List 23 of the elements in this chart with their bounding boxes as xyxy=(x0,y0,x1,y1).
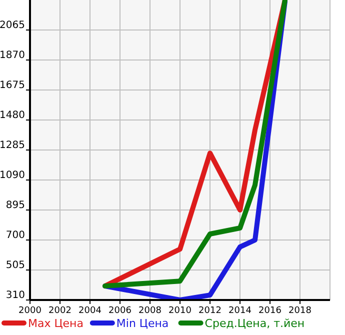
y-tick-label: 895 xyxy=(6,200,25,211)
x-tick-label: 2016 xyxy=(258,306,282,316)
x-tick-label: 2010 xyxy=(168,306,192,316)
legend-label: Сред.Цена, т.йен xyxy=(204,317,305,330)
x-tick-label: 2012 xyxy=(198,306,222,316)
x-tick-label: 2004 xyxy=(78,306,102,316)
x-tick-label: 2008 xyxy=(138,306,162,316)
y-tick-label: 1870 xyxy=(0,50,25,61)
y-tick-label: 505 xyxy=(6,260,25,271)
legend-label: Min Цена xyxy=(116,317,169,330)
y-tick-label: 1090 xyxy=(0,170,25,181)
y-tick-label: 310 xyxy=(6,290,25,301)
x-tick-label: 2018 xyxy=(288,306,312,316)
y-tick-label: 2065 xyxy=(0,20,25,31)
x-tick-label: 2000 xyxy=(18,306,42,316)
y-tick-label: 1285 xyxy=(0,140,25,151)
legend-label: Max Цена xyxy=(28,317,84,330)
y-tick-label: 1675 xyxy=(0,80,25,91)
y-tick-label: 1480 xyxy=(0,110,25,121)
y-tick-label: 700 xyxy=(6,230,25,241)
x-tick-label: 2006 xyxy=(108,306,132,316)
x-tick-label: 2014 xyxy=(228,306,252,316)
x-tick-label: 2002 xyxy=(48,306,72,316)
